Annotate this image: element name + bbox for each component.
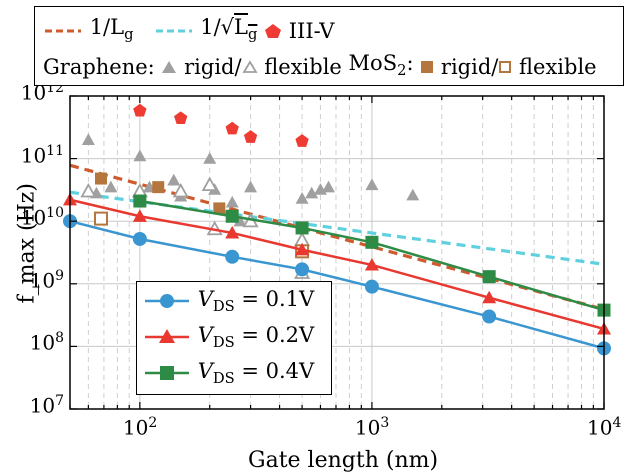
legend-series-2-swatch <box>145 366 189 380</box>
legend-row-2: Graphene: rigid/ flexible MoS2: rigid/ f… <box>43 51 597 83</box>
x-tick-label: 102 <box>122 415 158 440</box>
legend-label-inv-sqrt-l: 1/√Lg <box>200 15 258 44</box>
series-point-2 <box>482 270 496 284</box>
scatter-point <box>172 182 189 198</box>
series-point-1 <box>132 209 147 222</box>
series-point-2 <box>365 235 379 249</box>
legend-swatch-graphene-rigid <box>162 61 177 74</box>
scatter-point <box>243 130 258 143</box>
legend-label-graphene-rigid: rigid/ <box>184 55 242 80</box>
legend-series-1: VDS = 0.2V <box>143 322 314 356</box>
y-tick-label: 109 <box>29 267 64 293</box>
scatter-point <box>104 180 118 193</box>
y-tick-label: 108 <box>29 330 64 356</box>
series-point-0 <box>295 262 310 277</box>
scatter-point <box>225 195 239 208</box>
scatter-point <box>295 192 309 204</box>
legend-label-mos2-flexible: flexible <box>519 55 597 80</box>
y-axis-label: f_max (Hz) <box>15 183 40 303</box>
series-point-1 <box>295 242 310 256</box>
scatter-point <box>133 149 147 162</box>
scatter-point <box>295 134 309 147</box>
legend-top: 1/Lg 1/√Lg III-V Graphene: rigid/ flexib… <box>34 6 624 86</box>
y-tick-label: 1010 <box>20 205 64 230</box>
legend-swatch-inv-l <box>45 29 81 33</box>
scatter-point <box>94 172 107 185</box>
legend-series-0: VDS = 0.1V <box>143 286 314 320</box>
legend-series-1-label: VDS = 0.2V <box>197 322 315 352</box>
scatter-point <box>244 180 258 193</box>
x-axis-label: Gate length (nm) <box>248 448 439 473</box>
scatter-point <box>80 182 97 198</box>
series-point-2 <box>295 221 309 235</box>
scatter-point <box>225 121 239 135</box>
legend-label-mos2: MoS2: <box>348 51 414 80</box>
x-tick-label: 104 <box>587 415 622 440</box>
y-axis-label-text: f_max (Hz) <box>14 183 40 304</box>
legend-swatch-inv-sqrt-l <box>155 29 192 33</box>
data-series <box>63 192 611 356</box>
plot-frame <box>69 95 605 410</box>
series-point-1 <box>225 225 240 239</box>
scatter-point <box>174 111 188 124</box>
legend-label-graphene: Graphene: <box>43 55 155 80</box>
scatter-point <box>81 133 95 145</box>
legend-series-0-swatch <box>145 294 189 308</box>
scatter-point <box>133 103 147 117</box>
legend-row-1: 1/Lg 1/√Lg III-V <box>43 15 334 47</box>
y-tick-label: 107 <box>29 393 64 418</box>
legend-swatch-graphene-flexible <box>241 60 258 73</box>
legend-label-iii-v: III-V <box>288 19 335 44</box>
y-tick-label: 1011 <box>20 142 64 168</box>
legend-series-2: VDS = 0.4V <box>143 358 314 392</box>
legend-swatch-mos2-flexible <box>499 61 512 74</box>
scatter-point <box>305 186 319 199</box>
series-point-2 <box>133 194 147 208</box>
legend-series-2-label: VDS = 0.4V <box>197 358 315 388</box>
scatter-point <box>213 202 226 215</box>
series-point-1 <box>364 257 379 271</box>
legend-series-1-swatch <box>145 329 189 343</box>
scatter-point <box>203 152 217 164</box>
scatter-point <box>201 176 218 192</box>
series-point-1 <box>482 290 497 304</box>
scatter-point <box>406 188 420 201</box>
legend-label-graphene-flexible: flexible <box>264 55 342 80</box>
legend-swatch-iii-v <box>265 24 282 39</box>
series-point-0 <box>482 309 497 324</box>
scatter-point <box>365 178 379 191</box>
scatter-points <box>80 103 420 279</box>
legend-label-inv-l: 1/Lg <box>89 15 134 44</box>
scatter-point <box>93 211 108 226</box>
series-point-0 <box>132 231 147 246</box>
series-point-0 <box>364 279 379 294</box>
legend-series: VDS = 0.1V VDS = 0.2V VDS = 0.4V <box>136 281 332 395</box>
series-point-2 <box>225 209 239 223</box>
scatter-point <box>167 173 181 186</box>
scatter-point <box>233 214 247 227</box>
axis-ticks <box>69 95 605 410</box>
legend-series-0-label: VDS = 0.1V <box>197 286 315 316</box>
scatter-point <box>322 180 336 193</box>
legend-label-mos2-rigid: rigid/ <box>440 55 499 80</box>
legend-swatch-mos2-rigid <box>421 61 434 74</box>
series-line-2 <box>139 199 605 312</box>
series-point-0 <box>225 249 240 264</box>
scatter-point <box>152 181 165 194</box>
x-tick-label: 103 <box>354 415 390 440</box>
